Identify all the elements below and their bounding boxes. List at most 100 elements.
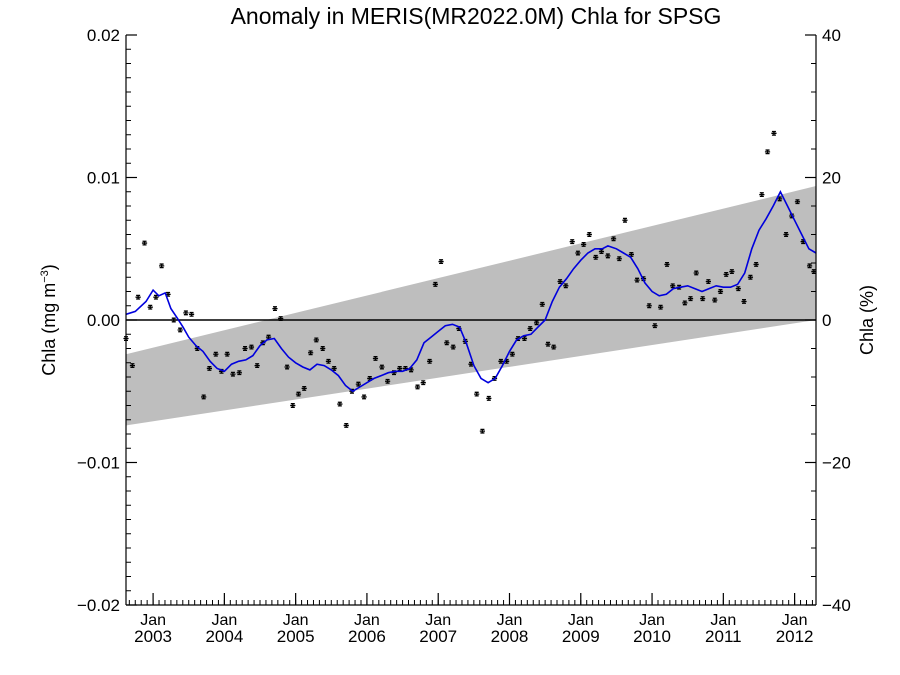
data-point xyxy=(515,336,521,341)
data-point xyxy=(521,336,528,341)
data-point xyxy=(800,239,806,245)
data-point xyxy=(498,358,504,364)
data-point xyxy=(408,367,414,373)
data-point xyxy=(646,303,652,309)
y-axis-label-left: Chla (mg m−3) xyxy=(39,264,59,376)
data-point xyxy=(491,375,498,381)
data-point xyxy=(206,366,212,371)
data-point xyxy=(700,296,706,302)
data-point xyxy=(432,281,438,287)
data-point xyxy=(295,391,302,397)
y-tick-label-right: −40 xyxy=(822,596,851,615)
y-tick-label-right: 0 xyxy=(822,311,831,330)
y-tick-label-left: 0.01 xyxy=(87,169,120,188)
plot-area: 0.020.010.00−0.01−0.0240200−20−40Jan2003… xyxy=(77,26,851,646)
data-point xyxy=(242,346,248,351)
data-point xyxy=(438,259,444,265)
data-point xyxy=(372,356,379,361)
data-point xyxy=(581,242,587,247)
data-point xyxy=(783,232,789,237)
data-point xyxy=(427,358,433,364)
y-tick-label-left: 0.00 xyxy=(87,311,120,330)
data-point xyxy=(349,388,355,394)
data-point xyxy=(764,149,771,155)
data-point xyxy=(468,361,474,367)
data-point xyxy=(741,299,747,304)
y-tick-label-left: 0.02 xyxy=(87,26,120,45)
data-point xyxy=(747,274,754,280)
data-point xyxy=(265,334,272,340)
data-point xyxy=(628,252,634,257)
data-point xyxy=(177,327,183,333)
data-point xyxy=(201,394,207,400)
data-point xyxy=(712,297,718,303)
data-point xyxy=(539,301,545,307)
x-tick-month: Jan xyxy=(497,612,523,629)
data-point xyxy=(509,351,515,357)
data-point xyxy=(284,364,290,370)
data-point xyxy=(248,344,255,350)
data-point xyxy=(771,130,777,136)
y-axis-label-left-end: ) xyxy=(39,264,59,270)
data-point xyxy=(586,232,592,237)
data-point xyxy=(301,385,307,391)
data-point xyxy=(320,346,326,351)
data-point xyxy=(717,289,724,294)
data-point xyxy=(343,423,349,428)
data-point xyxy=(379,364,385,370)
x-tick-year: 2003 xyxy=(134,627,172,646)
data-point xyxy=(794,199,801,205)
data-point xyxy=(224,351,230,357)
x-tick-year: 2006 xyxy=(348,627,386,646)
data-point xyxy=(759,192,765,198)
data-point xyxy=(308,350,314,356)
data-point xyxy=(355,381,361,387)
y-tick-label-right: −20 xyxy=(822,454,851,473)
data-point xyxy=(147,304,153,310)
data-point xyxy=(331,366,337,371)
y-tick-label-right: 40 xyxy=(822,26,841,45)
data-point xyxy=(450,344,456,350)
data-point xyxy=(313,337,319,343)
trend-band xyxy=(126,186,816,426)
x-tick-year: 2012 xyxy=(776,627,814,646)
data-point xyxy=(705,279,711,284)
y-tick-label-left: −0.02 xyxy=(77,596,120,615)
data-point xyxy=(385,378,391,384)
x-tick-year: 2009 xyxy=(562,627,600,646)
data-point xyxy=(811,269,817,274)
data-point xyxy=(735,286,741,292)
x-tick-month: Jan xyxy=(639,612,665,629)
y-tick-label-right: 20 xyxy=(822,169,841,188)
data-point xyxy=(159,263,165,269)
data-point xyxy=(545,341,551,347)
data-point xyxy=(676,284,682,290)
x-tick-month: Jan xyxy=(354,612,380,629)
data-point xyxy=(278,316,284,322)
data-point xyxy=(135,294,141,300)
data-point xyxy=(658,304,664,310)
data-point xyxy=(670,283,676,289)
data-point xyxy=(557,279,563,284)
data-point xyxy=(188,311,195,317)
data-point xyxy=(693,270,699,276)
data-point xyxy=(260,340,266,346)
data-point xyxy=(479,428,486,434)
data-point xyxy=(153,294,159,300)
x-tick-month: Jan xyxy=(283,612,309,629)
data-point xyxy=(777,196,783,202)
x-tick-year: 2004 xyxy=(205,627,243,646)
data-point xyxy=(622,217,628,223)
data-point xyxy=(141,240,148,246)
x-tick-month: Jan xyxy=(425,612,451,629)
x-tick-year: 2005 xyxy=(277,627,315,646)
data-point xyxy=(806,263,813,269)
data-point xyxy=(272,306,278,312)
y-axis-label-right: Chla (%) xyxy=(857,285,877,355)
data-point xyxy=(397,366,403,371)
data-point xyxy=(129,363,136,369)
data-point xyxy=(687,296,694,302)
data-point xyxy=(361,394,367,400)
data-point xyxy=(414,384,421,390)
